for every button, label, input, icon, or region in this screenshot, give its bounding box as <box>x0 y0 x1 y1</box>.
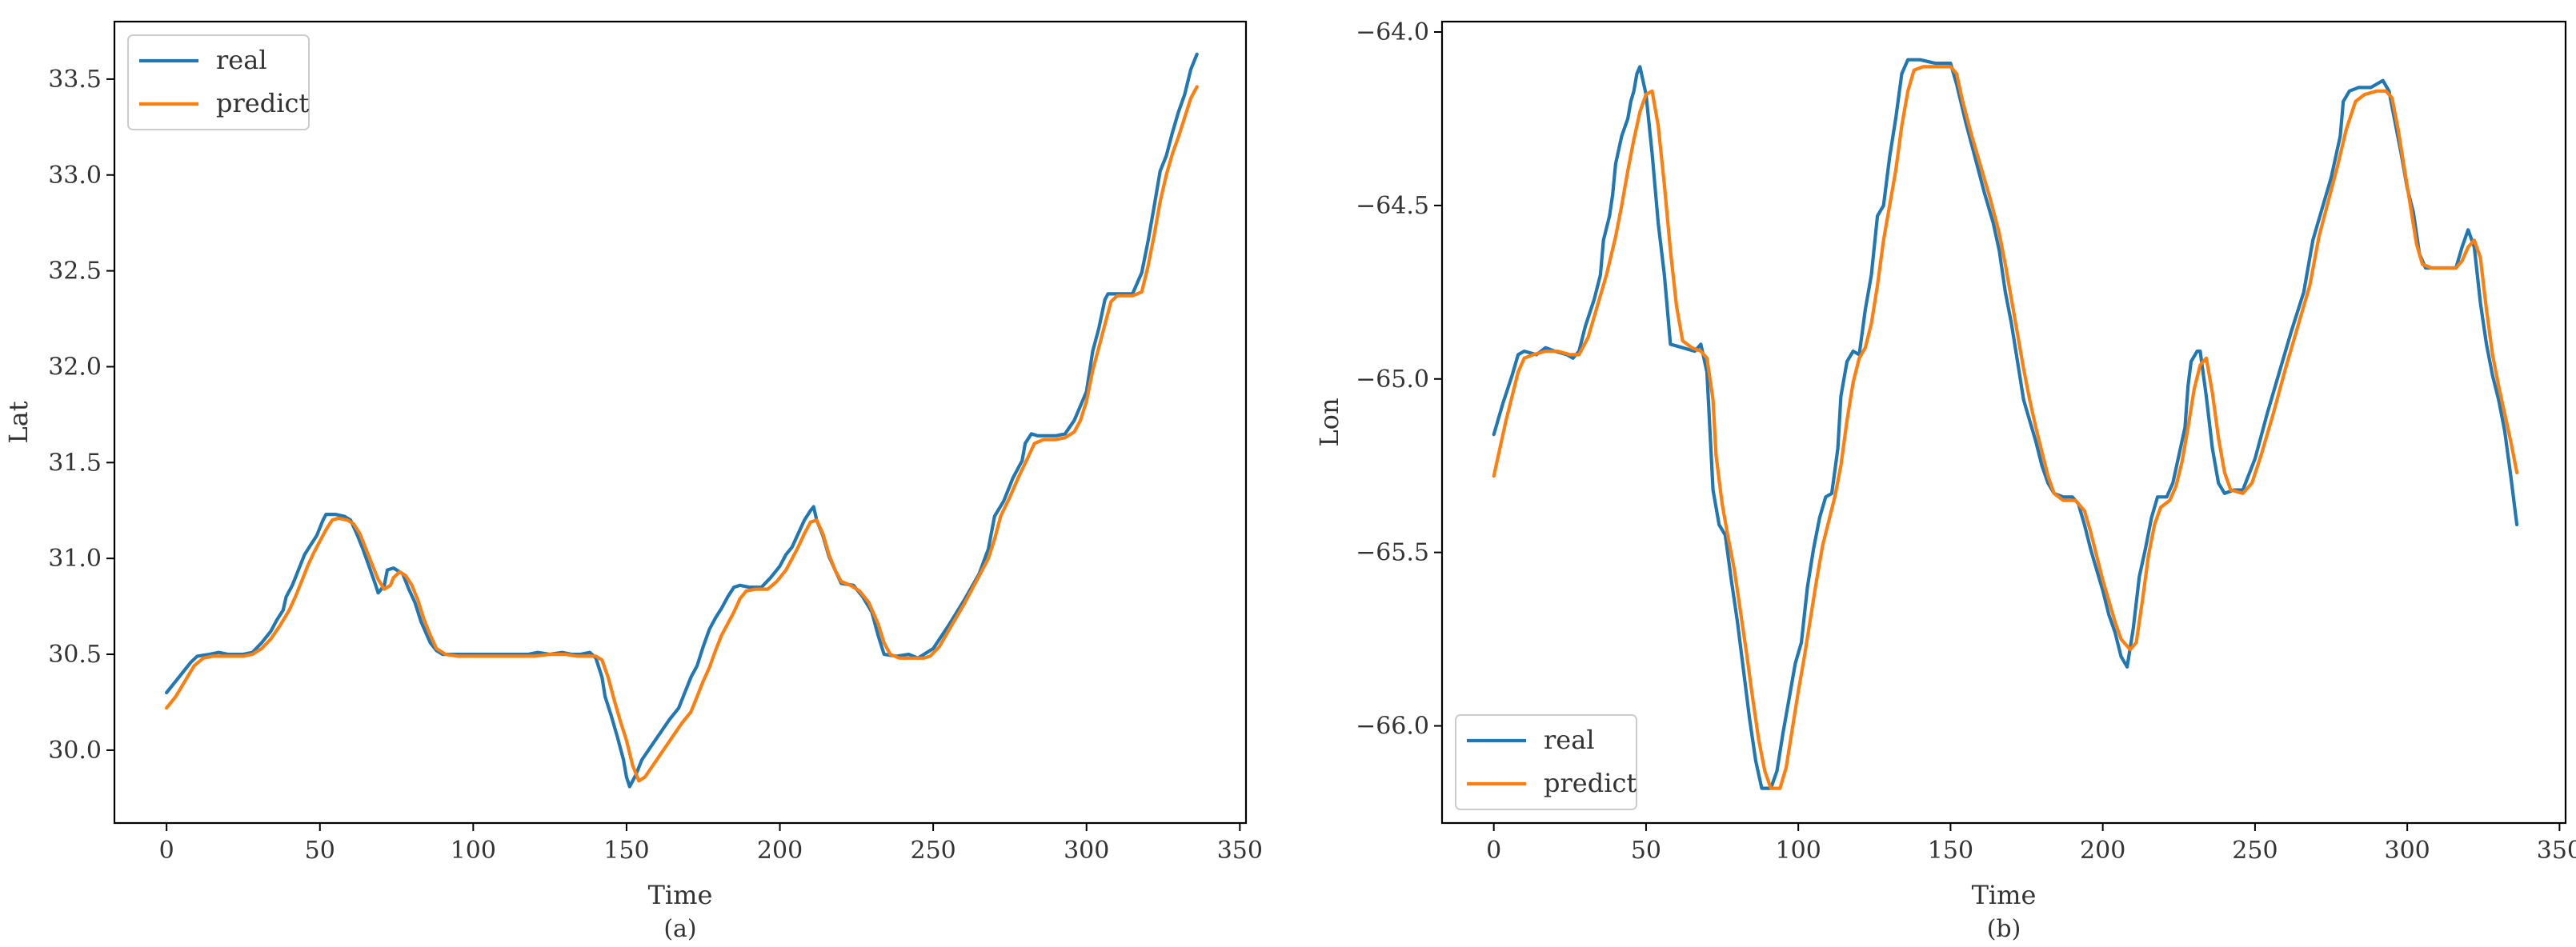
legend-box <box>1455 714 1637 810</box>
legend-label-real: real <box>1544 725 1595 755</box>
panel-a: 0 50 100 150 200 250 300 350 30.0 30.5 31.0 31.5 32… <box>3 20 1263 943</box>
x-tick-label: 50 <box>305 837 335 865</box>
x-tick-label: 200 <box>757 837 803 865</box>
y-tick-label: 31.5 <box>48 449 102 477</box>
x-ticks-b: 0 50 100 150 200 250 300 350 <box>1486 823 2576 865</box>
x-tick-label: 0 <box>159 837 174 865</box>
y-ticks-b: −66.0 −65.5 −65.0 −64.5 −64.0 <box>1356 18 1442 741</box>
y-tick-label: 31.0 <box>48 545 102 573</box>
series-b <box>1492 58 2519 790</box>
x-tick-label: 150 <box>603 837 649 865</box>
legend-label-predict: predict <box>1544 768 1637 798</box>
y-ticks-a: 30.0 30.5 31.0 31.5 32.0 32.5 33.0 33.5 <box>48 66 114 765</box>
y-tick-label: −64.0 <box>1356 18 1429 46</box>
x-tick-label: 250 <box>911 837 956 865</box>
x-tick-label: 150 <box>1928 837 1973 865</box>
caption-b: (b) <box>1987 915 2021 943</box>
series-line-real <box>165 52 1199 789</box>
y-tick-label: −66.0 <box>1356 713 1429 741</box>
y-axis-label-a: Lat <box>3 401 34 443</box>
series-line-predict <box>1492 65 2519 790</box>
y-tick-label: 33.5 <box>48 66 102 94</box>
y-tick-label: −64.5 <box>1356 192 1429 220</box>
legend-label-real: real <box>216 45 267 75</box>
x-tick-label: 0 <box>1486 837 1501 865</box>
y-tick-label: 33.0 <box>48 162 102 190</box>
x-tick-label: 300 <box>2385 837 2430 865</box>
x-tick-label: 100 <box>1776 837 1821 865</box>
legend-label-predict: predict <box>216 88 309 118</box>
y-tick-label: −65.5 <box>1356 539 1429 567</box>
panel-b: 0 50 100 150 200 250 300 350 −66.0 −65.5 −65.0 −64… <box>1314 18 2576 943</box>
y-axis-label-b: Lon <box>1314 398 1344 446</box>
series-line-real <box>1492 58 2519 790</box>
x-tick-label: 250 <box>2232 837 2278 865</box>
legend-box <box>127 34 310 130</box>
x-axis-label-b: Time <box>1972 880 2037 910</box>
plot-area-b <box>1440 20 2567 825</box>
y-tick-label: 32.0 <box>48 353 102 381</box>
x-tick-label: 200 <box>2080 837 2125 865</box>
caption-a: (a) <box>663 915 696 943</box>
x-ticks-a: 0 50 100 150 200 250 300 350 <box>159 823 1263 865</box>
legend-b: real predict <box>1455 714 1637 810</box>
series-line-predict <box>165 85 1199 783</box>
x-tick-label: 350 <box>1217 837 1263 865</box>
series-a <box>165 52 1199 789</box>
x-tick-label: 300 <box>1064 837 1109 865</box>
y-tick-label: 30.0 <box>48 737 102 765</box>
y-tick-label: 32.5 <box>48 258 102 286</box>
x-tick-label: 350 <box>2537 837 2576 865</box>
plot-area-a <box>113 20 1248 825</box>
x-tick-label: 100 <box>451 837 496 865</box>
y-tick-label: 30.5 <box>48 641 102 669</box>
x-axis-label-a: Time <box>648 880 713 910</box>
legend-a: real predict <box>127 34 310 130</box>
x-tick-label: 50 <box>1631 837 1661 865</box>
y-tick-label: −65.0 <box>1356 366 1429 394</box>
